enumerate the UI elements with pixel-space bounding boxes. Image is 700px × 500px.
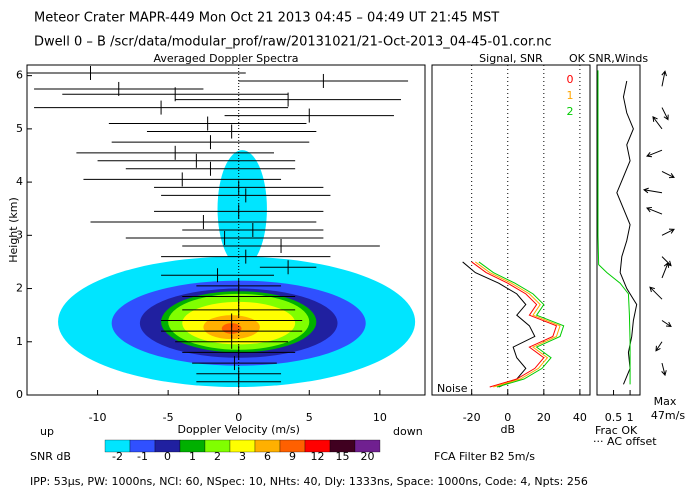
left-note: up — [40, 425, 54, 438]
noise-note: Noise — [437, 382, 468, 395]
y-tick-label: 1 — [16, 335, 23, 348]
y-tick-label: 2 — [16, 282, 23, 295]
profile-line — [474, 261, 561, 388]
panel-frame — [431, 64, 591, 396]
max-label: Max — [654, 395, 677, 408]
x-tick-label: -20 — [463, 411, 481, 424]
x-tick-label: 5 — [306, 411, 313, 424]
wind-arrow — [655, 341, 663, 352]
colorbar-tick-label: 6 — [264, 450, 271, 463]
plot-area — [27, 65, 416, 395]
colorbar-tick-label: -2 — [112, 450, 123, 463]
panel-title: Averaged Doppler Spectra — [153, 52, 298, 65]
x-axis-label: Doppler Velocity (m/s) — [177, 423, 299, 436]
plot-area — [597, 70, 638, 385]
x-tick-label: -10 — [89, 411, 107, 424]
y-tick-label: 3 — [16, 228, 23, 241]
legend-entry: 0 — [567, 73, 574, 86]
wind-arrow — [661, 256, 672, 267]
wind-arrow — [661, 228, 675, 236]
profile-line — [616, 80, 638, 385]
wind-arrow — [661, 362, 667, 377]
colorbar-label: SNR dB — [30, 450, 71, 463]
max-value: 47m/s — [651, 409, 685, 422]
panel-frame — [596, 64, 641, 396]
wind-arrow — [661, 171, 675, 179]
panel-title: Signal, SNR — [479, 52, 543, 65]
y-tick-label: 0 — [16, 388, 23, 401]
profile-line — [471, 261, 558, 388]
filter-note: FCA Filter B2 5m/s — [434, 450, 535, 463]
y-tick-label: 6 — [16, 69, 23, 82]
colorbar-tick-label: 1 — [189, 450, 196, 463]
colorbar-tick-label: -1 — [137, 450, 148, 463]
panel-title: OK SNR,Winds — [569, 52, 648, 65]
x-tick-label: -5 — [163, 411, 174, 424]
panel-frame — [26, 64, 426, 396]
colorbar-tick-label: 15 — [336, 450, 350, 463]
header-line2: Dwell 0 – B /scr/data/modular_prof/raw/2… — [34, 35, 552, 50]
profile-line — [597, 70, 631, 385]
wind-arrow — [646, 149, 663, 158]
x-tick-label: 0 — [235, 411, 242, 424]
x-tick-label: 0.5 — [605, 411, 623, 424]
legend-entry: 2 — [567, 105, 574, 118]
wind-arrow — [649, 286, 663, 300]
right-note: down — [393, 425, 423, 438]
wind-arrow — [661, 107, 669, 121]
ac-offset-note: ··· AC offset — [593, 435, 657, 448]
y-tick-label: 4 — [16, 175, 23, 188]
plot-area — [462, 65, 581, 395]
snr-region — [217, 150, 267, 268]
wind-arrow — [661, 320, 672, 328]
colorbar-tick-label: 2 — [214, 450, 221, 463]
colorbar-tick-label: 0 — [164, 450, 171, 463]
y-axis-label: Height (km) — [7, 197, 20, 263]
wind-arrow — [642, 187, 663, 194]
profile-line — [478, 261, 565, 388]
profile-line — [462, 261, 536, 388]
x-tick-label: 40 — [573, 411, 587, 424]
wind-arrow — [661, 70, 667, 87]
y-tick-label: 5 — [16, 122, 23, 135]
x-tick-label: 20 — [537, 411, 551, 424]
x-axis-label: Frac OK — [595, 424, 638, 437]
colorbar-tick-label: 20 — [361, 450, 375, 463]
x-axis-label: dB — [500, 423, 515, 436]
colorbar-cell — [354, 439, 381, 453]
wind-arrow — [652, 116, 663, 130]
colorbar-tick-label: 9 — [289, 450, 296, 463]
wind-arrow — [646, 206, 663, 215]
header-line1: Meteor Crater MAPR-449 Mon Oct 21 2013 0… — [34, 11, 499, 26]
x-tick-label: 1 — [627, 411, 634, 424]
x-tick-label: 0 — [504, 411, 511, 424]
x-tick-label: 10 — [373, 411, 387, 424]
colorbar-tick-label: 12 — [311, 450, 325, 463]
legend-entry: 1 — [567, 89, 574, 102]
colorbar-tick-label: 3 — [239, 450, 246, 463]
footer: IPP: 53µs, PW: 1000ns, NCI: 60, NSpec: 1… — [30, 475, 588, 488]
wind-arrow — [661, 261, 670, 279]
